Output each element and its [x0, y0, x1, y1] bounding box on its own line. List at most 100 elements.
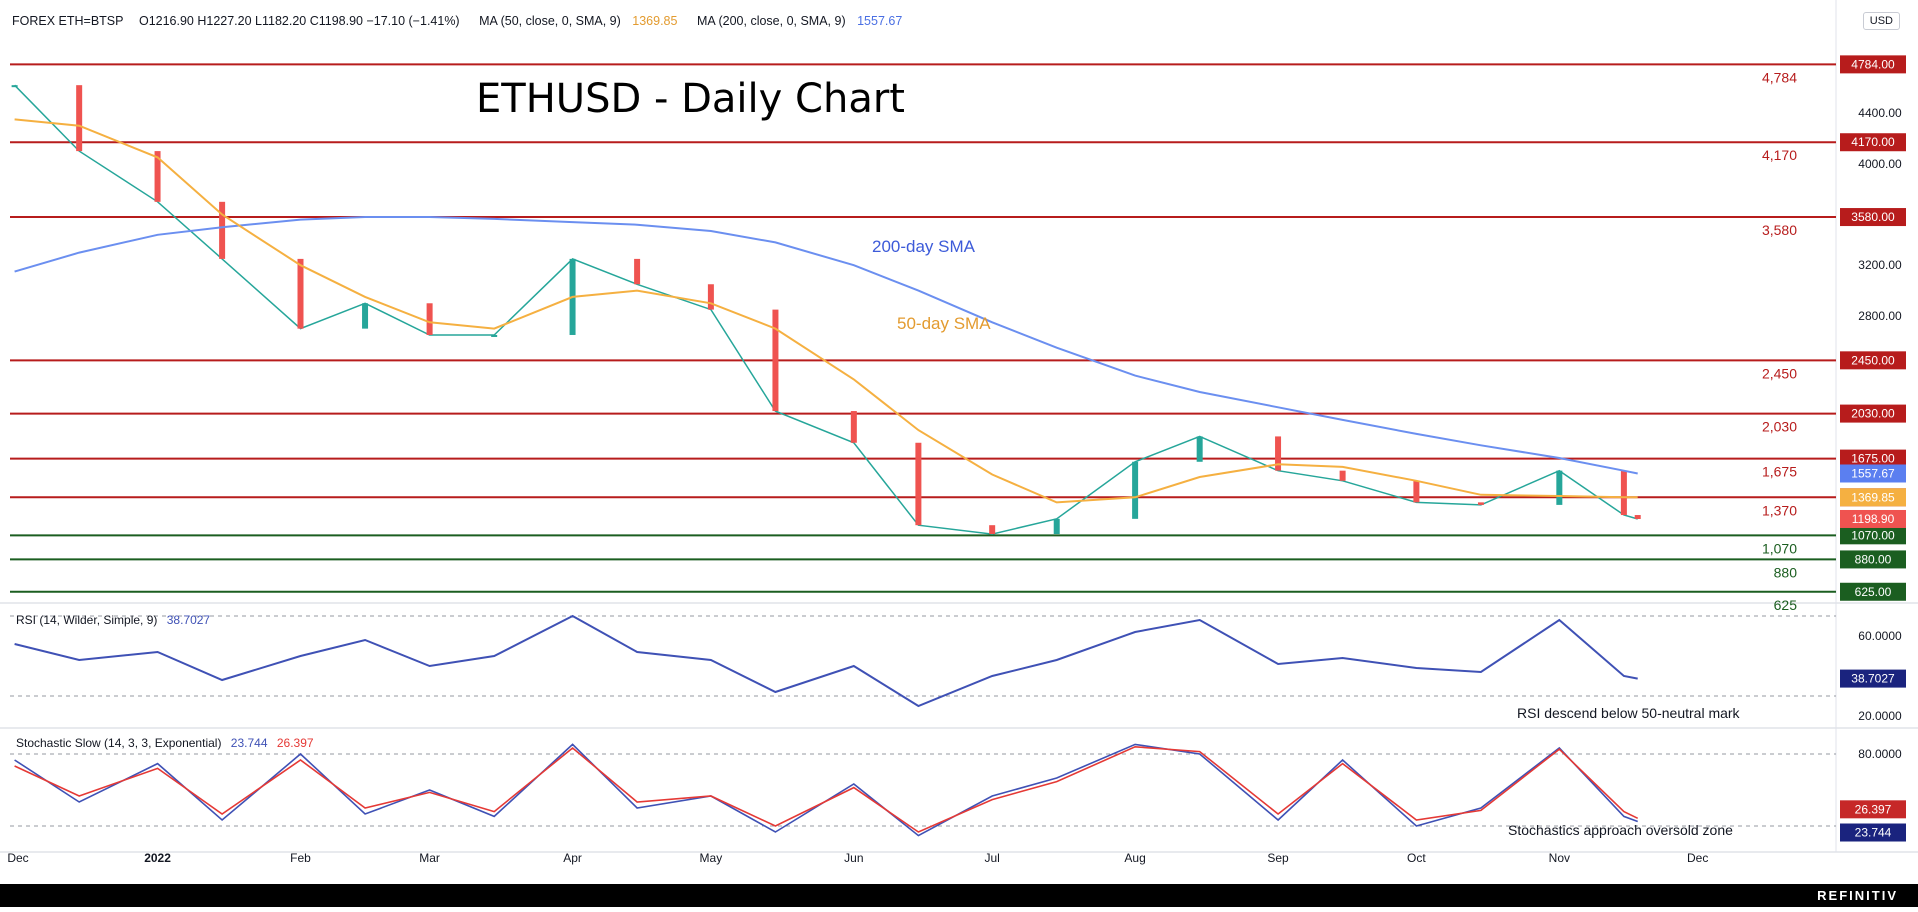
- x-tick-label: Dec: [7, 851, 28, 865]
- level-label: 2,450: [1762, 365, 1797, 381]
- stoch-k-value: 23.744: [230, 736, 268, 750]
- currency-button[interactable]: USD: [1862, 12, 1900, 30]
- price-tick-label: 3200.00: [1858, 258, 1902, 272]
- level-tag-text: 2030.00: [1851, 407, 1895, 421]
- stoch-d-tag: [1840, 800, 1906, 819]
- value-tag-text: 1369.85: [1851, 490, 1895, 504]
- level-tag: [1840, 582, 1906, 601]
- price-candle: [1556, 470, 1563, 505]
- stoch-d-line: [14, 745, 1639, 833]
- sma50-annotation: 50-day SMA: [897, 314, 991, 333]
- level-tag: [1840, 449, 1906, 468]
- price-candle: [915, 442, 922, 526]
- price-candle: [634, 258, 641, 285]
- stoch-header: Stochastic Slow (14, 3, 3, Exponential) …: [16, 736, 314, 750]
- price-candle: [76, 85, 83, 152]
- sma200-annotation: 200-day SMA: [872, 237, 976, 256]
- x-tick-label: Sep: [1267, 851, 1289, 865]
- level-tag-text: 1675.00: [1851, 452, 1895, 466]
- stoch-title: Stochastic Slow (14, 3, 3, Exponential): [16, 736, 222, 750]
- rsi-annotation: RSI descend below 50-neutral mark: [1517, 705, 1741, 721]
- rsi-line: [14, 614, 1638, 708]
- value-tag-text: 1198.90: [1852, 512, 1895, 526]
- value-tag-text: 1557.67: [1851, 466, 1895, 480]
- level-label: 1,070: [1762, 540, 1797, 556]
- stoch-d-tag-text: 26.397: [1855, 802, 1892, 816]
- stoch-tick-label: 80.0000: [1858, 747, 1902, 761]
- level-tag-text: 4784.00: [1851, 57, 1895, 71]
- stoch-d-value: 26.397: [276, 736, 314, 750]
- level-tag: [1840, 351, 1906, 370]
- rsi-value-tag-text: 38.7027: [1851, 672, 1895, 686]
- price-candle: [772, 309, 779, 412]
- price-candle: [989, 525, 996, 535]
- x-tick-label: Aug: [1124, 851, 1145, 865]
- price-candle: [154, 151, 161, 202]
- rsi-tick-label: 60.0000: [1858, 629, 1902, 643]
- x-tick-label: Feb: [290, 851, 311, 865]
- price-candle: [707, 284, 714, 310]
- sma200-line: [14, 216, 1638, 475]
- rsi-header: RSI (14, Wilder, Simple, 9) 38.7027: [16, 613, 210, 627]
- x-tick-label: Mar: [419, 851, 440, 865]
- price-candle: [426, 303, 433, 335]
- level-tag-text: 3580.00: [1851, 210, 1895, 224]
- ohlc-readout: O1216.90 H1227.20 L1182.20 C1198.90 −17.…: [138, 14, 460, 28]
- price-candle: [362, 303, 369, 329]
- price-candle: [1053, 518, 1060, 535]
- level-label: 625: [1774, 597, 1798, 613]
- stoch-k-tag-text: 23.744: [1855, 826, 1892, 840]
- stoch-k-line: [14, 743, 1638, 837]
- level-label: 2,030: [1762, 419, 1797, 435]
- price-candle: [1634, 515, 1641, 519]
- level-label: 1,370: [1762, 502, 1797, 518]
- level-tag: [1840, 133, 1906, 152]
- price-candle: [11, 85, 18, 88]
- price-candle: [1620, 470, 1627, 516]
- x-tick-label: May: [700, 851, 723, 865]
- level-tag-text: 880.00: [1855, 552, 1892, 566]
- x-tick-label: Nov: [1549, 851, 1570, 865]
- symbol-name: FOREX ETH=BTSP: [12, 14, 124, 28]
- x-tick-label: Dec: [1687, 851, 1708, 865]
- value-tag: [1840, 509, 1906, 528]
- stoch-annotation: Stochastics approach oversold zone: [1508, 822, 1733, 838]
- rsi-value: 38.7027: [166, 613, 211, 627]
- value-tag: [1840, 464, 1906, 483]
- level-tag: [1840, 404, 1906, 423]
- rsi-tick-label: 20.0000: [1858, 709, 1902, 723]
- price-candle: [491, 334, 498, 337]
- value-tag: [1840, 488, 1906, 507]
- x-tick-label: 2022: [144, 851, 171, 865]
- price-candle: [1275, 436, 1282, 471]
- rsi-value-tag: [1840, 669, 1906, 688]
- ma50-label: MA (50, close, 0, SMA, 9): [479, 14, 621, 28]
- ma200-value: 1557.67: [857, 14, 903, 28]
- level-tag: [1840, 55, 1906, 74]
- price-line: [14, 84, 1638, 535]
- price-tick-label: 4400.00: [1858, 106, 1902, 120]
- level-tag-text: 4170.00: [1851, 135, 1895, 149]
- price-candle: [297, 258, 304, 329]
- level-label: 1,675: [1762, 464, 1797, 480]
- price-candle: [1477, 502, 1484, 505]
- x-tick-label: Oct: [1407, 851, 1426, 865]
- x-tick-label: Apr: [563, 851, 582, 865]
- ma200-label: MA (200, close, 0, SMA, 9): [696, 14, 846, 28]
- level-label: 3,580: [1762, 222, 1797, 238]
- level-tag: [1840, 526, 1906, 545]
- level-label: 880: [1774, 564, 1798, 580]
- symbol-header: FOREX ETH=BTSP O1216.90 H1227.20 L1182.2…: [12, 14, 904, 28]
- stoch-k-tag: [1840, 823, 1906, 842]
- level-label: 4,784: [1762, 69, 1797, 85]
- rsi-title: RSI (14, Wilder, Simple, 9): [16, 613, 158, 627]
- price-candle: [1339, 470, 1346, 481]
- level-tag-text: 1070.00: [1851, 528, 1895, 542]
- price-tick-label: 4000.00: [1858, 157, 1902, 171]
- level-tag: [1840, 208, 1906, 227]
- ma50-value: 1369.85: [632, 14, 678, 28]
- price-tick-label: 2800.00: [1858, 309, 1902, 323]
- level-tag: [1840, 550, 1906, 569]
